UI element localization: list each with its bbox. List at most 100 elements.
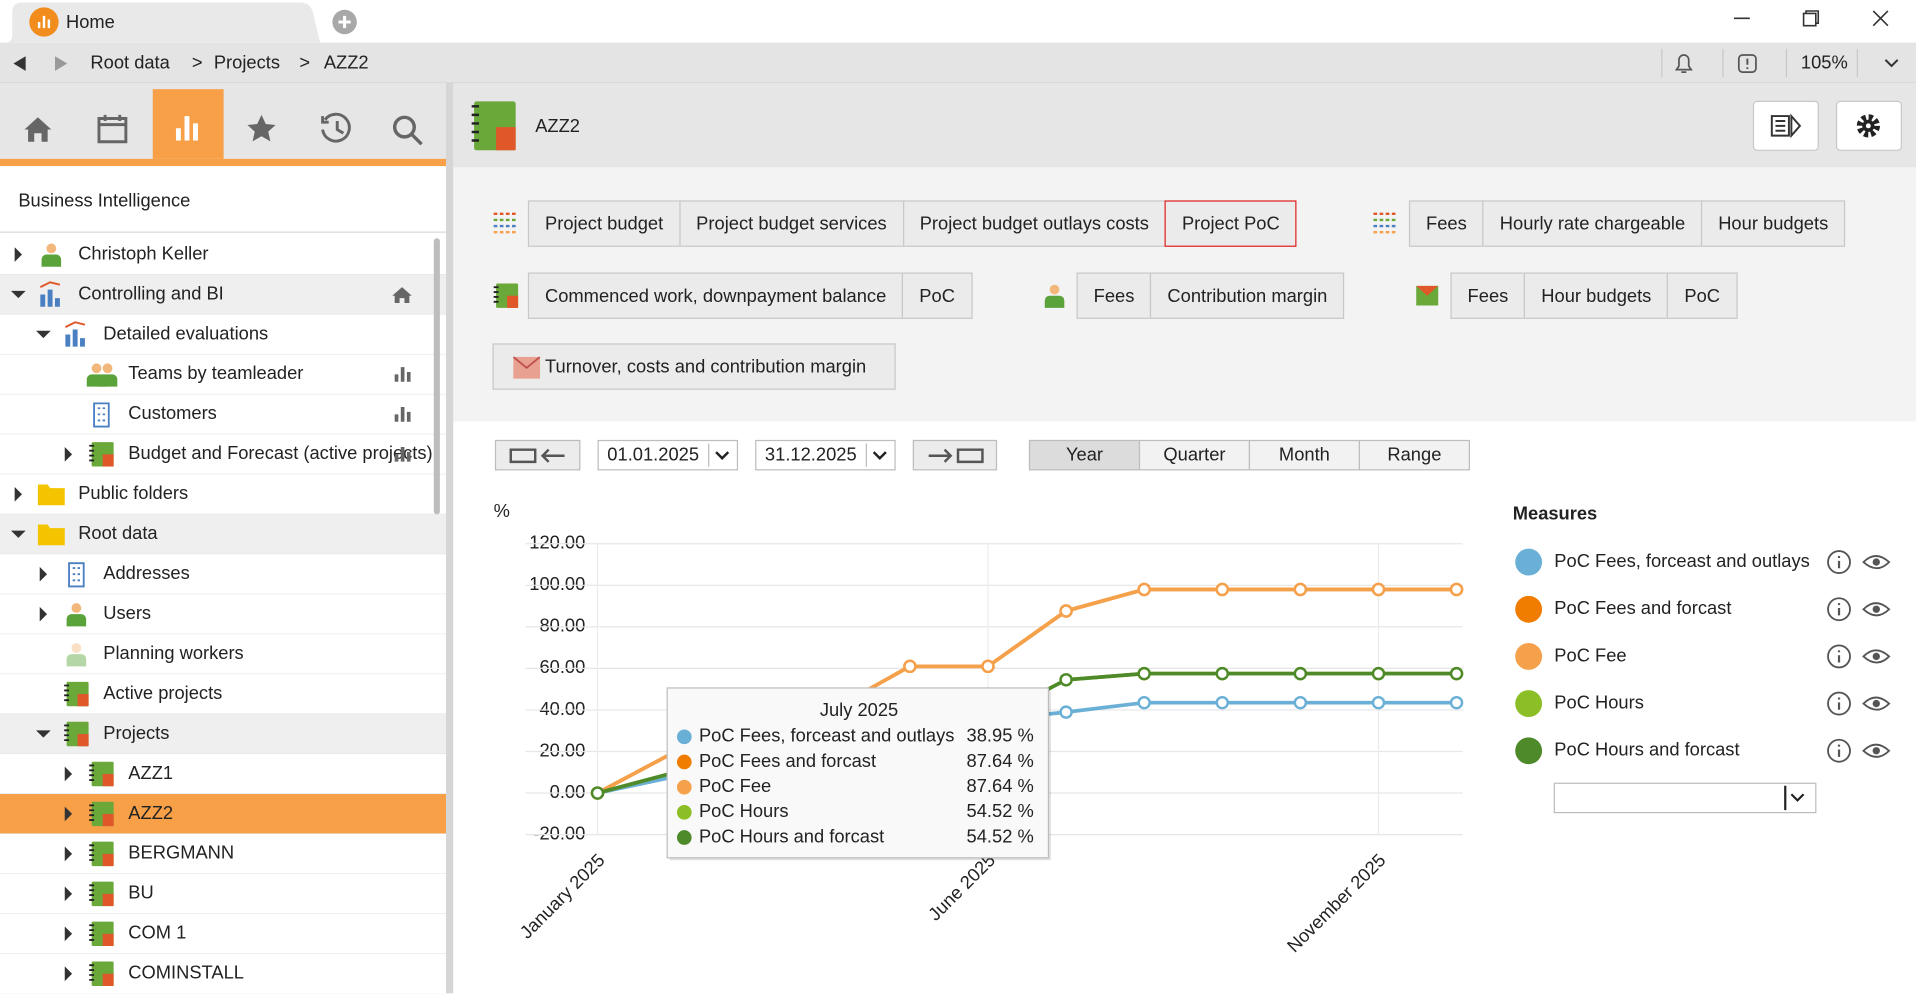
info-icon[interactable]	[1827, 597, 1851, 622]
info-icon[interactable]	[1827, 691, 1851, 716]
tree-row[interactable]	[0, 274, 447, 315]
tree-label[interactable]: AZZ2	[128, 802, 173, 823]
data-point[interactable]	[903, 659, 917, 674]
report-button[interactable]: Hour budgets	[1701, 200, 1846, 247]
tree-label[interactable]: Addresses	[103, 562, 190, 583]
report-button[interactable]: Hour budgets	[1524, 272, 1669, 319]
period-button[interactable]: Range	[1358, 439, 1470, 471]
data-point[interactable]	[1449, 695, 1464, 710]
bi-tool[interactable]	[175, 116, 198, 141]
close[interactable]	[1872, 10, 1889, 27]
tree-row[interactable]	[0, 594, 447, 635]
tree-label[interactable]: Customers	[128, 402, 217, 423]
tree-row[interactable]	[0, 434, 447, 475]
period-button[interactable]: Quarter	[1138, 439, 1251, 471]
tree-label[interactable]: Detailed evaluations	[103, 322, 268, 343]
tree-expander[interactable]	[10, 290, 26, 299]
tree-row[interactable]	[0, 394, 447, 435]
data-point[interactable]	[1293, 666, 1308, 681]
tree-label[interactable]: Active projects	[103, 682, 222, 703]
tree-scrollbar[interactable]	[433, 238, 440, 515]
tree-label[interactable]: Teams by teamleader	[128, 362, 303, 383]
report-button[interactable]: Project budget	[527, 200, 681, 247]
tree-row[interactable]	[0, 873, 447, 914]
visibility-icon[interactable]	[1862, 696, 1891, 711]
data-point[interactable]	[1137, 666, 1151, 681]
tree-expander[interactable]	[64, 886, 73, 902]
legend-label[interactable]: PoC Fee	[1554, 644, 1626, 665]
panel-button[interactable]	[1752, 100, 1819, 151]
tree-label[interactable]: Christoph Keller	[78, 242, 208, 263]
report-button[interactable]: Contribution margin	[1150, 272, 1345, 319]
tree-row[interactable]	[0, 833, 447, 874]
data-point[interactable]	[981, 659, 995, 674]
date-field[interactable]: 31.12.2025	[755, 439, 896, 471]
legend-label[interactable]: PoC Fees and forcast	[1554, 597, 1731, 618]
legend-label[interactable]: PoC Fees, forceast and outlays	[1554, 550, 1810, 571]
data-point[interactable]	[1293, 582, 1308, 597]
visibility-icon[interactable]	[1862, 602, 1891, 617]
data-point[interactable]	[1371, 666, 1386, 681]
tree-expander[interactable]	[14, 486, 22, 502]
data-point[interactable]	[1371, 582, 1386, 597]
data-point[interactable]	[1293, 695, 1308, 710]
period-back[interactable]	[494, 439, 581, 471]
tree-expander[interactable]	[10, 530, 26, 538]
tree-expander[interactable]	[64, 766, 73, 782]
visibility-icon[interactable]	[1862, 555, 1891, 570]
zoom-level[interactable]: 105%	[1801, 51, 1848, 72]
report-button[interactable]: Commenced work, downpayment balance	[527, 272, 904, 319]
history-tool[interactable]	[321, 112, 351, 143]
date-dropdown[interactable]	[708, 441, 737, 469]
tree-row[interactable]	[0, 953, 447, 994]
tree-label[interactable]: Projects	[103, 722, 169, 743]
tree-row[interactable]	[0, 913, 447, 954]
data-point[interactable]	[1059, 673, 1073, 687]
tree-expander[interactable]	[36, 730, 51, 738]
favorites-tool[interactable]	[247, 114, 276, 142]
report-button[interactable]: Project budget outlays costs	[902, 200, 1167, 247]
report-button[interactable]: Hourly rate chargeable	[1482, 200, 1703, 247]
tree-expander[interactable]	[39, 606, 48, 622]
tree-expander[interactable]	[64, 846, 73, 862]
report-button[interactable]: Fees	[1076, 272, 1152, 319]
info-icon[interactable]	[1827, 550, 1851, 575]
data-point[interactable]	[1371, 695, 1386, 710]
tree-expander[interactable]	[36, 330, 51, 339]
tree-expander[interactable]	[64, 806, 73, 822]
alerts[interactable]	[1737, 54, 1757, 73]
report-button[interactable]: Project budget services	[679, 200, 904, 247]
tree-row[interactable]	[0, 554, 447, 595]
legend-label[interactable]: PoC Hours	[1554, 691, 1644, 712]
info-icon[interactable]	[1827, 644, 1851, 669]
legend-label[interactable]: PoC Hours and forcast	[1554, 739, 1739, 760]
report-button[interactable]: Turnover, costs and contribution margin	[492, 343, 896, 390]
report-button[interactable]: PoC	[902, 272, 973, 319]
tree-expander[interactable]	[64, 966, 73, 982]
data-point[interactable]	[1059, 705, 1073, 719]
tree-label[interactable]: AZZ1	[128, 762, 173, 783]
tree-label[interactable]: BU	[128, 882, 153, 903]
data-point[interactable]	[1449, 666, 1464, 681]
tree-row[interactable]	[0, 474, 447, 515]
report-button[interactable]: Fees	[1450, 272, 1526, 319]
tree-label[interactable]: Root data	[78, 522, 158, 543]
tab-title[interactable]: Home	[66, 11, 115, 32]
info-icon[interactable]	[1827, 738, 1851, 763]
tree-label[interactable]: Planning workers	[103, 642, 243, 663]
search-tool[interactable]	[392, 115, 423, 146]
data-point[interactable]	[1215, 666, 1229, 681]
splitter[interactable]	[446, 83, 454, 994]
nav-forward[interactable]	[54, 56, 68, 71]
legend-swatch[interactable]	[1515, 548, 1543, 576]
tree-row[interactable]	[0, 514, 447, 555]
report-button[interactable]: Project PoC	[1164, 200, 1297, 247]
report-button[interactable]: PoC	[1667, 272, 1738, 319]
tree-label[interactable]: Public folders	[78, 482, 188, 503]
breadcrumb[interactable]: Root data	[90, 51, 170, 72]
tree-expander[interactable]	[14, 247, 22, 262]
breadcrumb[interactable]: AZZ2	[324, 51, 369, 72]
tree-label[interactable]: Budget and Forecast (active projects)	[128, 442, 432, 463]
tree-row[interactable]	[0, 354, 447, 395]
legend-swatch[interactable]	[1515, 642, 1543, 670]
